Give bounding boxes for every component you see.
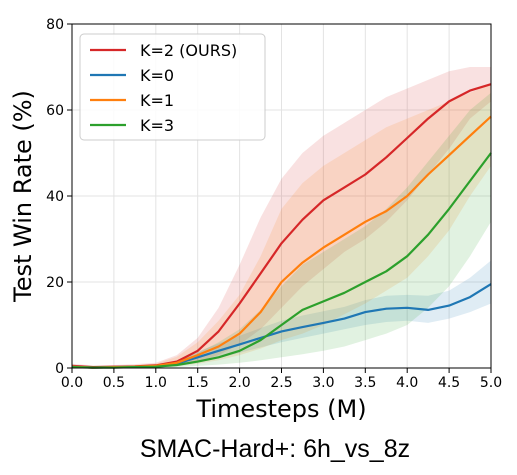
confidence-bands: [72, 67, 491, 369]
series-band: [72, 67, 491, 368]
x-tick-label: 0.0: [61, 375, 83, 391]
x-axis-label: Timesteps (M): [195, 395, 366, 423]
x-tick-label: 4.0: [396, 375, 418, 391]
x-tick-label: 0.5: [103, 375, 125, 391]
series-line: [71, 152, 492, 369]
series-lines: [71, 83, 492, 369]
y-axis-label: Test Win Rate (%): [9, 90, 37, 303]
figure-caption: SMAC-Hard+: 6h_vs_8z: [140, 435, 410, 463]
legend-label: K=0: [140, 66, 174, 85]
y-tick-label: 40: [46, 189, 64, 205]
y-tick-label: 60: [46, 103, 64, 119]
x-tick-label: 3.5: [354, 375, 376, 391]
legend-label: K=3: [140, 116, 174, 135]
series-band: [72, 92, 491, 369]
y-tick-label: 20: [46, 275, 64, 291]
y-tick-label: 0: [55, 361, 64, 377]
series-band: [72, 260, 491, 368]
x-tick-label: 2.5: [270, 375, 292, 391]
x-tick-label: 1.0: [145, 375, 167, 391]
y-tick-label: 80: [46, 17, 64, 33]
x-tick-label: 3.0: [312, 375, 334, 391]
legend-label: K=1: [140, 91, 174, 110]
x-tick-label: 2.0: [228, 375, 250, 391]
axis-ticks: 0.0 0.5 1.0 1.5 2.0 2.5 3.0 3.5 4.0 4.5 5.0 0 20 40 60…: [46, 17, 502, 391]
x-tick-label: 4.5: [438, 375, 460, 391]
series-band: [72, 84, 491, 368]
x-tick-label: 1.5: [187, 375, 209, 391]
legend-box: [79, 33, 266, 141]
legend: K=2 (OURS) K=0 K=1 K=3: [79, 33, 266, 141]
x-tick-label: 5.0: [480, 375, 502, 391]
legend-label: K=2 (OURS): [140, 41, 237, 60]
